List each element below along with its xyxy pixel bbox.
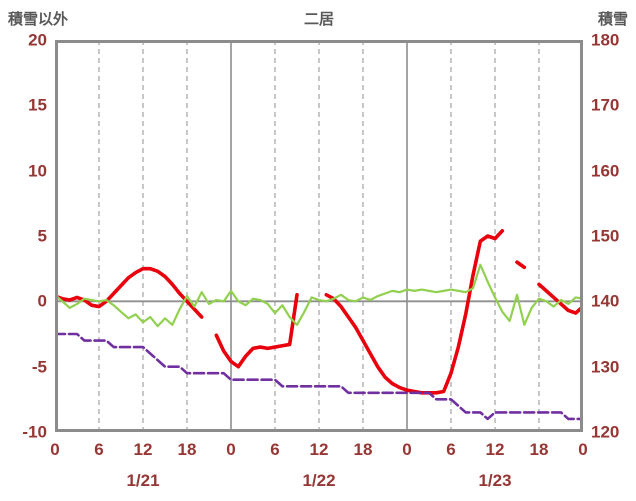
y-tick-right: 140	[591, 291, 620, 311]
y-tick-left: 10	[28, 161, 47, 181]
plot-border	[55, 40, 583, 432]
left-axis-title: 積雪以外	[8, 11, 69, 28]
series-purple-line	[55, 332, 583, 421]
x-tick: 18	[353, 440, 373, 459]
x-tick: 0	[226, 440, 236, 459]
x-tick: 0	[402, 440, 412, 459]
y-tick-left: 5	[37, 226, 47, 246]
x-tick: 12	[309, 440, 329, 459]
x-tick: 12	[133, 440, 153, 459]
x-tick: 0	[578, 440, 588, 459]
y-tick-left: 15	[28, 95, 47, 115]
y-tick-right: 160	[591, 161, 620, 181]
x-tick: 6	[270, 440, 280, 459]
plot-area	[55, 40, 583, 432]
y-tick-left: 0	[37, 291, 47, 311]
x-date-label: 1/22	[302, 471, 336, 490]
y-tick-right: 180	[591, 30, 620, 50]
x-date-label: 1/23	[478, 471, 512, 490]
x-date-label: 1/21	[126, 471, 160, 490]
series-red-line	[55, 228, 583, 395]
series-green-line	[55, 263, 583, 328]
chart-title: 二居	[303, 11, 334, 28]
x-tick: 6	[94, 440, 104, 459]
y-tick-right: 170	[591, 95, 620, 115]
x-tick: 18	[177, 440, 197, 459]
y-tick-right: 150	[591, 226, 620, 246]
y-tick-left: -5	[31, 357, 47, 377]
x-tick: 6	[446, 440, 456, 459]
x-tick: 12	[485, 440, 505, 459]
x-tick: 0	[50, 440, 60, 459]
y-tick-right: 130	[591, 357, 620, 377]
y-tick-right: 120	[591, 422, 620, 442]
x-tick: 18	[529, 440, 549, 459]
y-tick-left: -10	[22, 422, 47, 442]
right-axis-title: 積雪	[597, 11, 628, 28]
y-tick-left: 20	[28, 30, 47, 50]
